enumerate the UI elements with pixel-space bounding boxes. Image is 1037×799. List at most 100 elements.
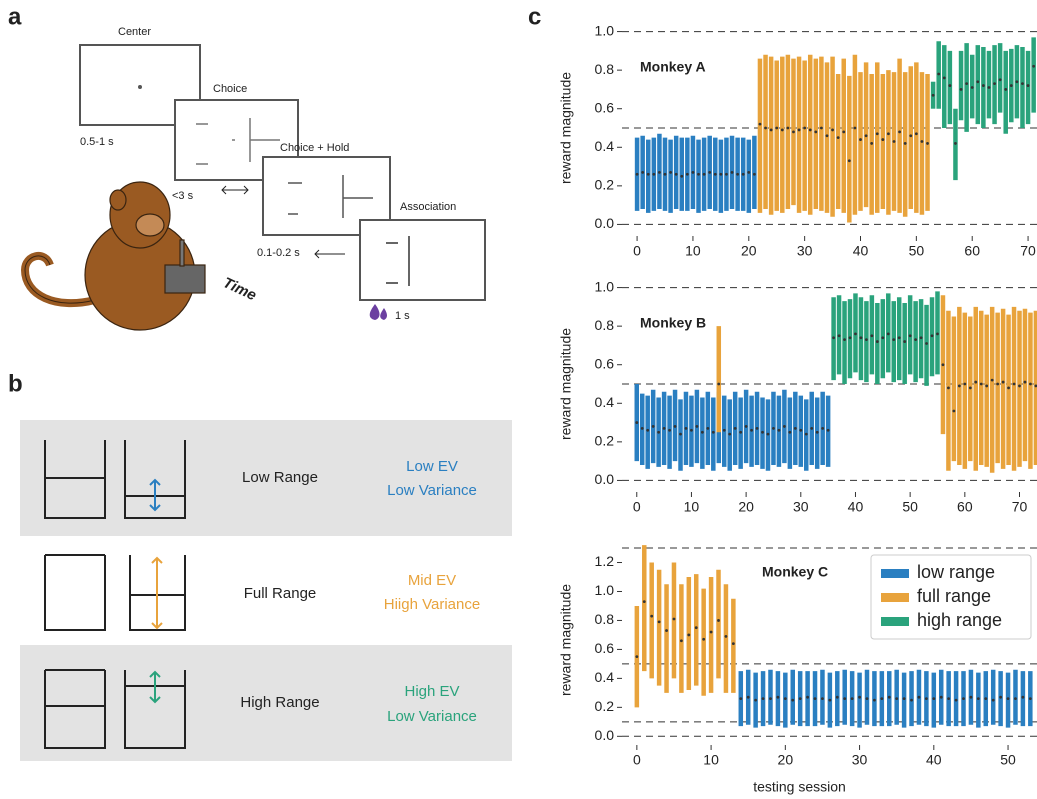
mean-point [772,426,775,430]
mean-point [821,426,825,430]
mean-point [976,80,980,84]
y-tick-label: 0.8 [595,61,615,77]
mean-point [954,142,957,145]
y-tick-label: 0.6 [595,355,615,371]
mean-point [658,170,661,174]
juice-drop [369,304,387,320]
mean-point [711,430,715,434]
mean-point [1015,80,1019,84]
mean-point [962,697,965,701]
mean-point [952,409,956,413]
x-tick-label: 0 [633,752,641,768]
ev-label: High EV [404,683,459,700]
mean-point [903,142,907,145]
mean-point [674,172,678,176]
stimulus [288,175,373,218]
mean-point [665,629,668,632]
x-tick-label: 20 [741,243,757,259]
x-tick-label: 10 [703,752,719,768]
mean-point [917,695,921,699]
monkey [20,181,206,331]
x-tick-label: 40 [853,243,869,259]
mean-point [691,170,695,174]
mean-point [969,695,973,699]
y-tick-label: 0.2 [595,177,615,193]
mean-point [684,426,688,430]
range-name: High Range [240,694,319,711]
mean-point [680,174,684,178]
mean-point [741,172,745,176]
mean-point [908,334,912,338]
mean-point [826,428,830,432]
mean-point [999,695,1003,699]
x-tick-label: 10 [684,499,700,515]
y-tick-label: 1.2 [595,553,615,569]
mean-point [708,170,712,174]
mean-point [828,698,832,702]
mean-point [974,380,978,384]
mean-point [932,697,936,701]
mean-point [948,84,952,87]
mean-point [985,384,989,388]
mean-point [881,336,885,340]
mean-point [895,697,899,701]
mean-point [776,695,780,699]
legend-label: high range [917,610,1002,630]
mean-point [685,172,689,176]
mean-point [970,86,974,89]
task-diagram: Center 0.5-1 s Choice <3 s Choice + Hold… [20,26,486,331]
mean-point [803,126,807,130]
screen [359,219,486,301]
mean-point [859,336,863,340]
x-tick-label: 50 [902,499,918,515]
mean-point [731,642,735,646]
mean-point [1009,84,1013,87]
mean-point [930,334,934,338]
mean-point [1023,380,1027,384]
mean-point [728,432,732,436]
mean-point [672,617,676,621]
x-tick-label: 20 [738,499,754,515]
mean-point [1006,697,1010,701]
row-background [20,645,512,761]
mean-point [640,426,644,430]
y-tick-label: 0.4 [595,669,615,685]
mean-point [821,697,824,701]
mean-point [897,336,901,340]
mean-point [713,172,717,176]
mean-point [764,126,767,130]
legend-box [870,554,1032,640]
y-tick-label: 0.2 [595,433,615,449]
variance-arrow [149,670,161,704]
mean-point [825,134,829,138]
stimulus [386,236,410,286]
range-icon [44,440,186,519]
mean-point [859,138,862,141]
mean-point [642,600,646,604]
mean-point [870,334,874,338]
mean-point [657,620,661,624]
mean-point [804,432,808,436]
y-tick-label: 0.4 [595,394,615,410]
screen-title: Choice [213,83,247,95]
mean-point [865,338,868,342]
mean-point [831,128,834,132]
mean-point [635,421,639,424]
mean-point [968,386,972,390]
mean-point [1012,382,1016,386]
x-tick-label: 30 [852,752,868,768]
mean-point [1021,695,1025,699]
x-tick-label: 50 [1000,752,1016,768]
mean-point [662,426,666,430]
y-tick-label: 0.6 [595,640,615,656]
mean-point [836,136,840,140]
y-tick-label: 1.0 [595,278,615,294]
mean-point [947,697,951,701]
mean-point [1034,384,1037,388]
mean-point [786,126,790,130]
mean-point [1021,82,1024,86]
y-axis-label: reward magnitude [558,584,574,696]
mean-point [641,170,645,174]
mean-point [1026,84,1030,87]
mean-point [679,432,682,436]
